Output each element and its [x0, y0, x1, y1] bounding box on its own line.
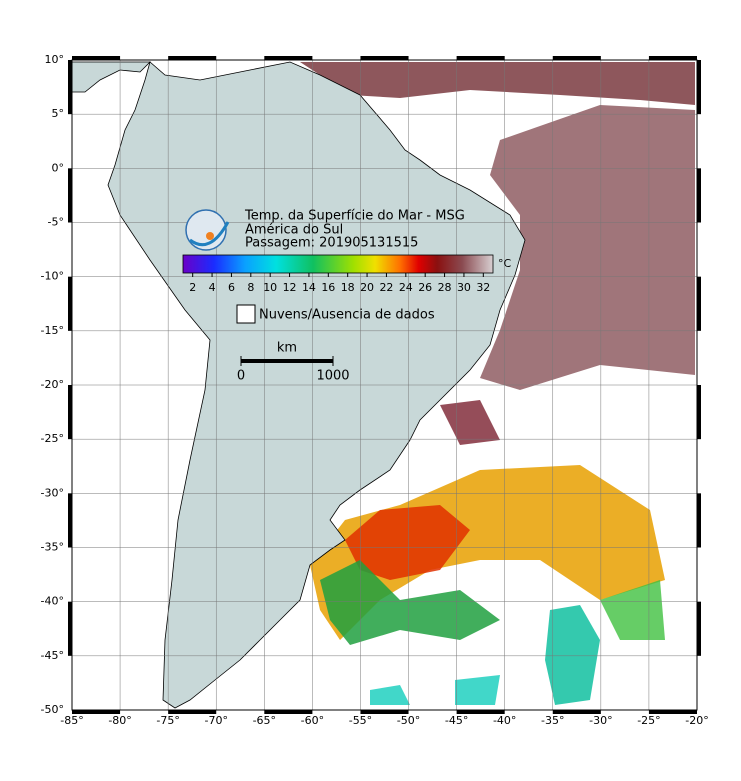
x-tick-label: -45° [445, 714, 468, 727]
frame-segment [68, 385, 72, 440]
x-tick-label: -25° [637, 714, 660, 727]
frame-segment [456, 56, 505, 60]
x-tick-label: -50° [397, 714, 420, 727]
colorbar-tick-label: 32 [476, 281, 490, 294]
frame-segment [68, 493, 72, 548]
colorbar-tick-label: 18 [341, 281, 355, 294]
colorbar-tick-label: 14 [302, 281, 316, 294]
frame [68, 56, 701, 714]
frame-segment [168, 710, 217, 714]
frame-segment [168, 56, 217, 60]
colorbar-ramp [182, 254, 494, 274]
logo [185, 209, 230, 251]
colorbar-tick-label: 30 [457, 281, 471, 294]
legend-pass: Passagem: 201905131515 [245, 236, 418, 251]
legend-region: América do Sul [245, 223, 343, 238]
colorbar-tick-label: 26 [418, 281, 432, 294]
frame-segment [552, 710, 601, 714]
frame-segment [697, 493, 701, 548]
frame-segment [697, 601, 701, 656]
x-tick-label: -20° [685, 714, 708, 727]
y-tick-label: -35° [41, 541, 64, 554]
frame-segment [264, 56, 313, 60]
x-tick-label: -70° [204, 714, 227, 727]
y-tick-label: -50° [41, 703, 64, 716]
x-tick-label: -60° [301, 714, 324, 727]
missing-swatch [236, 304, 256, 324]
frame-segment [552, 56, 601, 60]
frame-segment [648, 710, 697, 714]
frame-segment [68, 60, 72, 115]
y-tick-label: 0° [52, 161, 65, 174]
y-tick-label: 10° [45, 53, 65, 66]
colorbar-unit: °C [498, 257, 512, 270]
scale-bar-body [241, 359, 333, 363]
colorbar-tick-label: 6 [228, 281, 235, 294]
y-tick-label: -15° [41, 324, 64, 337]
frame-segment [68, 601, 72, 656]
frame-segment [72, 710, 121, 714]
legend-title: Temp. da Superfície do Mar - MSG [244, 209, 465, 224]
x-tick-label: -30° [589, 714, 612, 727]
colorbar-tick-label: 12 [283, 281, 297, 294]
frame-segment [360, 710, 409, 714]
colorbar-tick-label: 20 [360, 281, 374, 294]
y-tick-label: 5° [52, 107, 65, 120]
x-tick-label: -85° [60, 714, 83, 727]
frame-segment [68, 276, 72, 331]
colorbar-tick-label: 4 [209, 281, 216, 294]
y-tick-label: -45° [41, 649, 64, 662]
x-tick-label: -55° [349, 714, 372, 727]
colorbar-tick-label: 24 [399, 281, 413, 294]
colorbar-tick-label: 16 [321, 281, 335, 294]
scale-tick-label: 0 [237, 369, 245, 384]
frame-segment [456, 710, 505, 714]
y-tick-label: -25° [41, 432, 64, 445]
frame-segment [264, 710, 313, 714]
y-tick-label: -10° [41, 270, 64, 283]
frame-segment [697, 276, 701, 331]
frame-segment [697, 385, 701, 440]
scale-tick-label: 1000 [316, 369, 349, 384]
colorbar: 2 4 6 8 10 12 14 16 18 20 22 24 26 28 30 32 [182, 254, 494, 294]
frame-segment [68, 168, 72, 223]
colorbar-tick-label: 10 [263, 281, 277, 294]
x-tick-label: -75° [156, 714, 179, 727]
frame-segment [697, 168, 701, 223]
scale-bar: km 0 1000 [237, 341, 350, 384]
tick-labels: -85° -80° -75° -70° -65° -60° -55° -50° -45° -40°… [41, 53, 709, 727]
frame-segment [697, 60, 701, 115]
frame-segment [72, 56, 121, 60]
missing-label: Nuvens/Ausencia de dados [259, 308, 435, 323]
y-tick-label: -5° [48, 216, 64, 229]
y-tick-label: -20° [41, 378, 64, 391]
x-tick-label: -65° [253, 714, 276, 727]
y-tick-label: -30° [41, 486, 64, 499]
x-tick-label: -80° [108, 714, 131, 727]
y-tick-label: -40° [41, 595, 64, 608]
colorbar-tick-label: 22 [379, 281, 393, 294]
colorbar-tick-label: 2 [189, 281, 196, 294]
colorbar-tick-label: 28 [438, 281, 452, 294]
frame-segment [360, 56, 409, 60]
x-tick-label: -40° [493, 714, 516, 727]
x-tick-label: -35° [541, 714, 564, 727]
colorbar-tick-label: 8 [247, 281, 254, 294]
scale-unit: km [277, 341, 297, 356]
central-america [71, 61, 151, 93]
frame-segment [648, 56, 697, 60]
